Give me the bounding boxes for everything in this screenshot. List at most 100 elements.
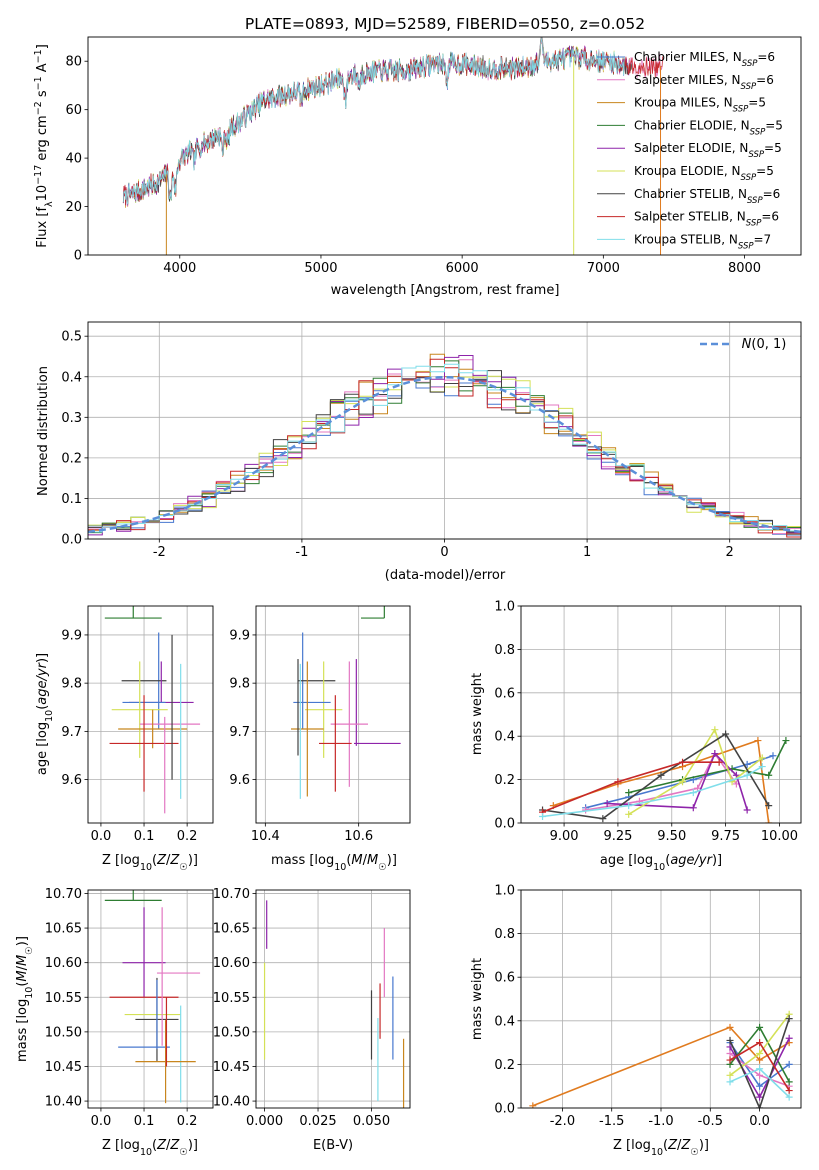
y-tick-label: 10.40 bbox=[45, 1095, 82, 1110]
y-tick-label: 0.0 bbox=[494, 1102, 515, 1117]
legend-entry: Chabrier STELIB, NSSP=6 bbox=[634, 187, 780, 206]
x-axis-label-part: ☉ bbox=[179, 1147, 188, 1158]
y-tick-label: 10.45 bbox=[213, 1060, 250, 1075]
axes-frame bbox=[87, 36, 802, 256]
legend-entry-label: Salpeter MILES, N bbox=[634, 73, 741, 87]
plus-marker bbox=[756, 1093, 764, 1101]
y-tick-label: 0 bbox=[74, 249, 82, 264]
x-axis-label-part: Z bbox=[667, 1138, 678, 1153]
spectrum-line-kroupa-stelib bbox=[122, 37, 625, 205]
x-tick-label: -1 bbox=[295, 545, 308, 560]
plus-marker bbox=[726, 1023, 734, 1031]
x-tick-label: 0.2 bbox=[177, 1114, 198, 1129]
x-tick-label: 10.6 bbox=[344, 829, 373, 844]
x-tick-label: 0.025 bbox=[299, 1114, 336, 1129]
x-tick-label: 10.00 bbox=[761, 829, 798, 844]
y-axis-label-part: ☉ bbox=[24, 946, 35, 955]
y-tick-label: 0.2 bbox=[61, 451, 82, 466]
plus-marker bbox=[756, 1082, 764, 1090]
x-axis-label-part: 10 bbox=[651, 1147, 663, 1158]
weight-series-kroupa-elodie bbox=[726, 1010, 793, 1079]
x-tick-label: 0.050 bbox=[353, 1114, 390, 1129]
x-tick-label: -2.0 bbox=[550, 1114, 575, 1129]
errorbar-kroupa-miles bbox=[291, 661, 324, 797]
mass_weight_vs_age-plot-area bbox=[539, 726, 790, 823]
legend-entry-label: Kroupa STELIB, N bbox=[634, 232, 738, 246]
y-axis-label-part: age [log bbox=[35, 722, 50, 775]
y-tick-label: 0.4 bbox=[61, 370, 82, 385]
y-axis-label-part: −1 bbox=[33, 49, 44, 63]
legend-entry-label: Chabrier ELODIE, N bbox=[634, 118, 750, 132]
y-tick-label: 9.6 bbox=[61, 773, 82, 788]
x-tick-label: 2 bbox=[726, 545, 734, 560]
x-axis-label-part: Z bbox=[156, 853, 167, 868]
y-tick-label: 10.50 bbox=[213, 1025, 250, 1040]
plus-marker bbox=[756, 1039, 764, 1047]
plus-marker bbox=[625, 810, 633, 818]
legend-entry: Chabrier MILES, NSSP=6 bbox=[634, 50, 775, 69]
x-tick-label: 0.0 bbox=[91, 1114, 112, 1129]
weight-series-chabrier-stelib bbox=[539, 730, 773, 823]
mass_vs_Z-plot-area bbox=[104, 890, 201, 1104]
plus-marker bbox=[756, 1065, 764, 1073]
plus-marker bbox=[782, 737, 790, 745]
y-axis-label-part: −17 bbox=[33, 165, 44, 185]
spectrum-axes: 4000 5000 6000 7000 8000 0 20 40 60 80 Chabrier MI… bbox=[33, 36, 802, 298]
y-tick-label: 10.55 bbox=[213, 991, 250, 1006]
y-tick-label: 9.8 bbox=[61, 677, 82, 692]
weight-series-kroupa-stelib bbox=[539, 763, 766, 820]
x-axis-label-part: 10 bbox=[140, 862, 152, 873]
x-axis-label-part: mass [log bbox=[271, 853, 334, 868]
x-tick-label: -1.0 bbox=[648, 1114, 673, 1129]
legend-entry-suffix: =6 bbox=[763, 187, 781, 201]
legend-entry-label: Salpeter ELODIE, N bbox=[634, 141, 748, 155]
weight-series-kroupa-elodie bbox=[625, 726, 766, 818]
legend-entry: Chabrier ELODIE, NSSP=5 bbox=[634, 118, 783, 137]
y-tick-label: 10.65 bbox=[213, 922, 250, 937]
plus-marker bbox=[599, 815, 607, 823]
x-axis-label-part: Z bbox=[169, 1138, 180, 1153]
x-tick-label: 0.000 bbox=[246, 1114, 283, 1129]
weight-line bbox=[729, 1018, 790, 1108]
errorbar-chabrier-elodie bbox=[104, 606, 162, 619]
x-tick-label: 0.1 bbox=[134, 829, 155, 844]
mass_weight_vs_Z-axes: -2.0 -1.5 -1.0 -0.5 0.0 0.0 0.2 0.4 0.6 0.8 1.0 Z [… bbox=[470, 884, 802, 1158]
weight-series-salpeter-stelib bbox=[539, 758, 723, 816]
x-tick-label: 0 bbox=[440, 545, 448, 560]
normal-curve bbox=[88, 375, 801, 534]
x-axis-label-part: 10 bbox=[653, 862, 665, 873]
y-tick-label: 0.2 bbox=[494, 1058, 515, 1073]
y-tick-label: 10.65 bbox=[45, 922, 82, 937]
legend-entry: Kroupa STELIB, NSSP=7 bbox=[634, 232, 771, 251]
y-tick-label: 9.6 bbox=[229, 773, 250, 788]
plus-marker bbox=[726, 1036, 734, 1044]
legend-entry-subscript: SSP bbox=[741, 173, 757, 183]
legend-entry-suffix: =5 bbox=[756, 164, 774, 178]
figure-title: PLATE=0893, MJD=52589, FIBERID=0550, z=0… bbox=[245, 15, 645, 33]
x-axis-label-part: )] bbox=[712, 853, 722, 868]
x-axis-label-part: age [log bbox=[600, 853, 653, 868]
plus-marker bbox=[785, 1060, 793, 1068]
plus-marker bbox=[769, 752, 777, 760]
x-tick-label: 9.50 bbox=[657, 829, 686, 844]
y-axis-label-part: s bbox=[35, 90, 50, 101]
plus-marker bbox=[785, 1087, 793, 1095]
y-tick-label: 9.7 bbox=[61, 725, 82, 740]
y-tick-label: 0.4 bbox=[494, 1014, 515, 1029]
y-axis-label-part: Flux [f bbox=[35, 207, 50, 248]
plus-marker bbox=[625, 802, 633, 810]
plus-marker bbox=[756, 1071, 764, 1079]
x-tick-label: -0.5 bbox=[698, 1114, 723, 1129]
y-axis-label-part: M bbox=[15, 970, 30, 981]
legend-entry-subscript: SSP bbox=[742, 59, 758, 69]
spectrum-line-chabrier-miles bbox=[122, 37, 632, 206]
y-tick-label: 20 bbox=[65, 200, 82, 215]
y-axis-label: mass weight bbox=[470, 958, 485, 1040]
x-axis-label-part: Z [log bbox=[102, 1138, 140, 1153]
x-axis-label-part: )] bbox=[188, 853, 198, 868]
plus-marker bbox=[743, 771, 751, 779]
age_vs_Z-grid bbox=[88, 606, 213, 823]
axes-frame bbox=[87, 605, 214, 824]
